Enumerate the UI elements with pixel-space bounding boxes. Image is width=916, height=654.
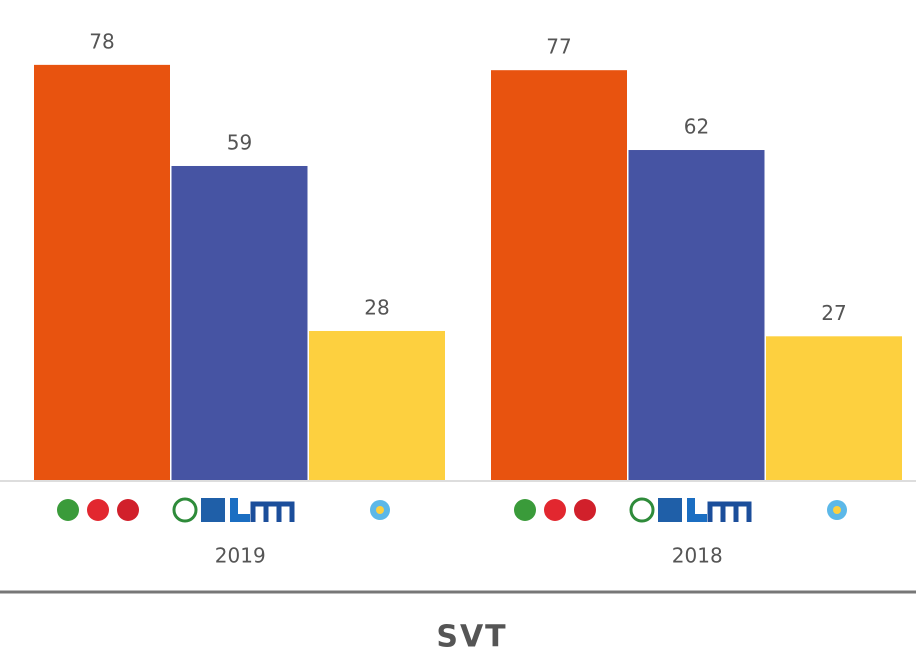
bar bbox=[171, 165, 308, 480]
icon bbox=[117, 499, 139, 521]
icon bbox=[574, 499, 596, 521]
x-tick-label: 2018 bbox=[672, 544, 723, 568]
icon bbox=[230, 498, 238, 522]
party-icons bbox=[57, 497, 390, 523]
icon bbox=[87, 499, 109, 521]
icon bbox=[514, 499, 536, 521]
value-label: 59 bbox=[227, 130, 252, 154]
icon bbox=[201, 498, 225, 522]
bar bbox=[766, 336, 902, 480]
bar bbox=[491, 70, 627, 480]
value-label: 62 bbox=[684, 115, 709, 139]
icon bbox=[629, 497, 655, 523]
bar bbox=[34, 64, 170, 480]
icon bbox=[833, 506, 841, 514]
icon bbox=[376, 506, 384, 514]
bar bbox=[309, 330, 445, 480]
value-label: 77 bbox=[546, 35, 571, 59]
icon bbox=[544, 499, 566, 521]
footer-logo: SVT bbox=[436, 620, 507, 654]
icon bbox=[707, 501, 752, 522]
icon bbox=[57, 499, 79, 521]
icon bbox=[687, 514, 707, 522]
x-tick-label: 2019 bbox=[215, 544, 266, 568]
icon bbox=[172, 497, 198, 523]
icon bbox=[250, 501, 295, 522]
icon bbox=[230, 514, 250, 522]
icon bbox=[687, 498, 695, 522]
value-label: 28 bbox=[364, 295, 389, 319]
icon bbox=[658, 498, 682, 522]
party-icons bbox=[514, 497, 847, 523]
value-label: 78 bbox=[89, 29, 114, 53]
value-label: 27 bbox=[821, 301, 846, 325]
bar bbox=[628, 150, 765, 480]
